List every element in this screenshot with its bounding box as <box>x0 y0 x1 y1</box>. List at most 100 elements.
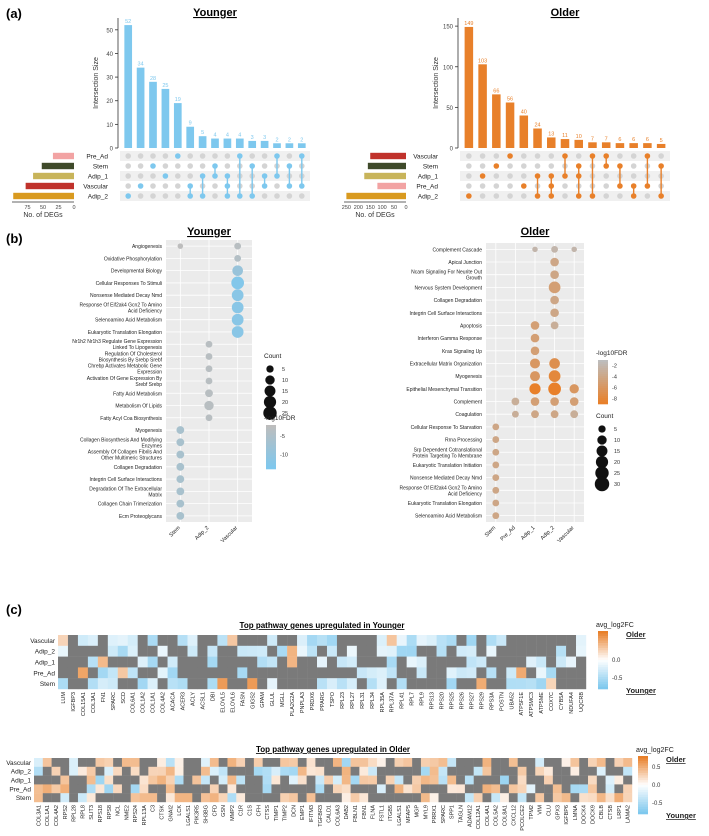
heatmap-cell <box>218 793 228 803</box>
heatmap-cell <box>139 758 149 767</box>
color-legend-step <box>266 451 276 454</box>
heatmap-column-label: IGFBP3 <box>71 692 77 712</box>
heatmap-cell <box>97 667 109 679</box>
heatmap-cell <box>623 766 633 776</box>
matrix-dot-inactive <box>162 163 169 169</box>
heatmap-cell <box>368 766 378 776</box>
y-tick-label: 0 <box>110 147 114 153</box>
intersection-bar <box>297 143 306 148</box>
heatmap-cell <box>535 766 545 776</box>
heatmap-cell <box>570 758 580 767</box>
heatmap-cell <box>366 635 377 646</box>
bar-value-label: 4 <box>226 133 229 139</box>
heatmap-cell <box>508 775 518 785</box>
pathway-dot <box>492 461 500 469</box>
heatmap-cell <box>58 656 69 668</box>
heatmap-cell <box>476 667 487 679</box>
bar-value-label: 4 <box>238 133 241 139</box>
heatmap-cell <box>315 766 325 776</box>
heatmap-cell <box>297 678 308 690</box>
heatmap-cell <box>117 656 128 668</box>
heatmap-cell <box>177 645 188 657</box>
heatmap-cell <box>473 784 483 794</box>
heatmap-cell <box>366 656 377 668</box>
heatmap-cell <box>447 758 457 767</box>
pathway-label: Oxidative Phosphorylation <box>104 256 162 262</box>
set-name-label: Adip_2 <box>88 194 109 201</box>
heatmap-cell <box>570 793 580 803</box>
heatmap-cell <box>42 784 52 794</box>
color-legend-step <box>598 374 608 377</box>
heatmap-cell <box>491 758 501 767</box>
heatmap-cell <box>326 645 338 657</box>
intersection-bar <box>519 115 529 148</box>
heatmap-column-label: ACSL1 <box>200 692 206 709</box>
matrix-dot-inactive <box>137 163 144 169</box>
pathway-dot <box>176 487 185 496</box>
heatmap-cell <box>366 645 377 657</box>
heatmap-cell <box>368 793 378 803</box>
heatmap-cell <box>466 645 477 657</box>
heatmap-cell <box>306 758 316 767</box>
heatmap-column-label: DOCK9 <box>590 805 596 824</box>
matrix-dot-inactive <box>299 193 305 199</box>
heatmap-cell <box>77 645 89 657</box>
heatmap-cell <box>137 678 148 690</box>
pathway-label: Apical Junction <box>448 260 482 266</box>
heatmap-cell <box>482 775 492 785</box>
heatmap-legend-step <box>598 684 608 687</box>
heatmap-cell <box>526 758 536 767</box>
heatmap-cell <box>406 667 417 679</box>
heatmap-cell <box>201 784 211 794</box>
matrix-dot-inactive <box>644 193 651 199</box>
heatmap-legend-step <box>598 669 608 673</box>
heatmap-column-label: SPARC <box>111 692 117 711</box>
count-legend-title: Count <box>264 353 282 360</box>
heatmap-cell <box>326 678 338 690</box>
heatmap-legend-step <box>598 635 608 639</box>
pathway-dot <box>177 243 184 249</box>
pathway-dot <box>529 383 541 395</box>
pathway-label: Selenoamino Acid Metabolism <box>95 318 162 324</box>
heatmap-cell <box>69 793 79 803</box>
color-legend-step <box>266 445 276 448</box>
pathway-dot <box>231 301 244 314</box>
pathway-dot <box>550 397 559 406</box>
heatmap-cell <box>121 784 131 794</box>
pathway-label: Apoptosis <box>460 323 482 329</box>
heatmap-cell <box>113 784 123 794</box>
heatmap-cell <box>544 775 554 785</box>
heatmap-cell <box>333 766 342 776</box>
heatmap-cell <box>456 667 467 679</box>
heatmap-cell <box>376 678 387 690</box>
heatmap-cell <box>356 678 368 690</box>
pathway-dot <box>529 371 541 382</box>
pathway-dot <box>176 462 185 471</box>
pathway-label: Epithelial Mesenchymal Transition <box>406 387 482 393</box>
heatmap-cell <box>51 758 61 767</box>
count-legend-dot <box>264 385 276 397</box>
color-legend-step <box>598 376 608 379</box>
heatmap-cell <box>336 635 348 646</box>
heatmap-cell <box>336 656 348 668</box>
pathway-label: Collagen Degradation <box>114 465 163 471</box>
count-legend-label: 5 <box>282 367 285 373</box>
pathway-label: Angiogenesis <box>132 244 163 250</box>
heatmap-cell <box>516 656 527 668</box>
heatmap-column-label: SCD <box>121 692 127 704</box>
pathway-dot <box>176 499 185 508</box>
heatmap-cell <box>456 784 466 794</box>
pathway-dot <box>569 397 579 406</box>
heatmap-cell <box>165 766 175 776</box>
heatmap-legend-step <box>638 760 648 764</box>
heatmap-cell <box>333 775 342 785</box>
heatmap-cell <box>207 635 218 646</box>
heatmap-column-label: PLA2G2A <box>290 692 296 717</box>
heatmap-cell <box>506 645 517 657</box>
heatmap-legend-step <box>598 662 608 666</box>
heatmap-cell <box>197 645 208 657</box>
heatmap-column-label: TIMP1 <box>274 805 280 821</box>
heatmap-legend-step <box>598 657 608 661</box>
heatmap-cell <box>97 656 109 668</box>
heatmap-cell <box>412 758 422 767</box>
